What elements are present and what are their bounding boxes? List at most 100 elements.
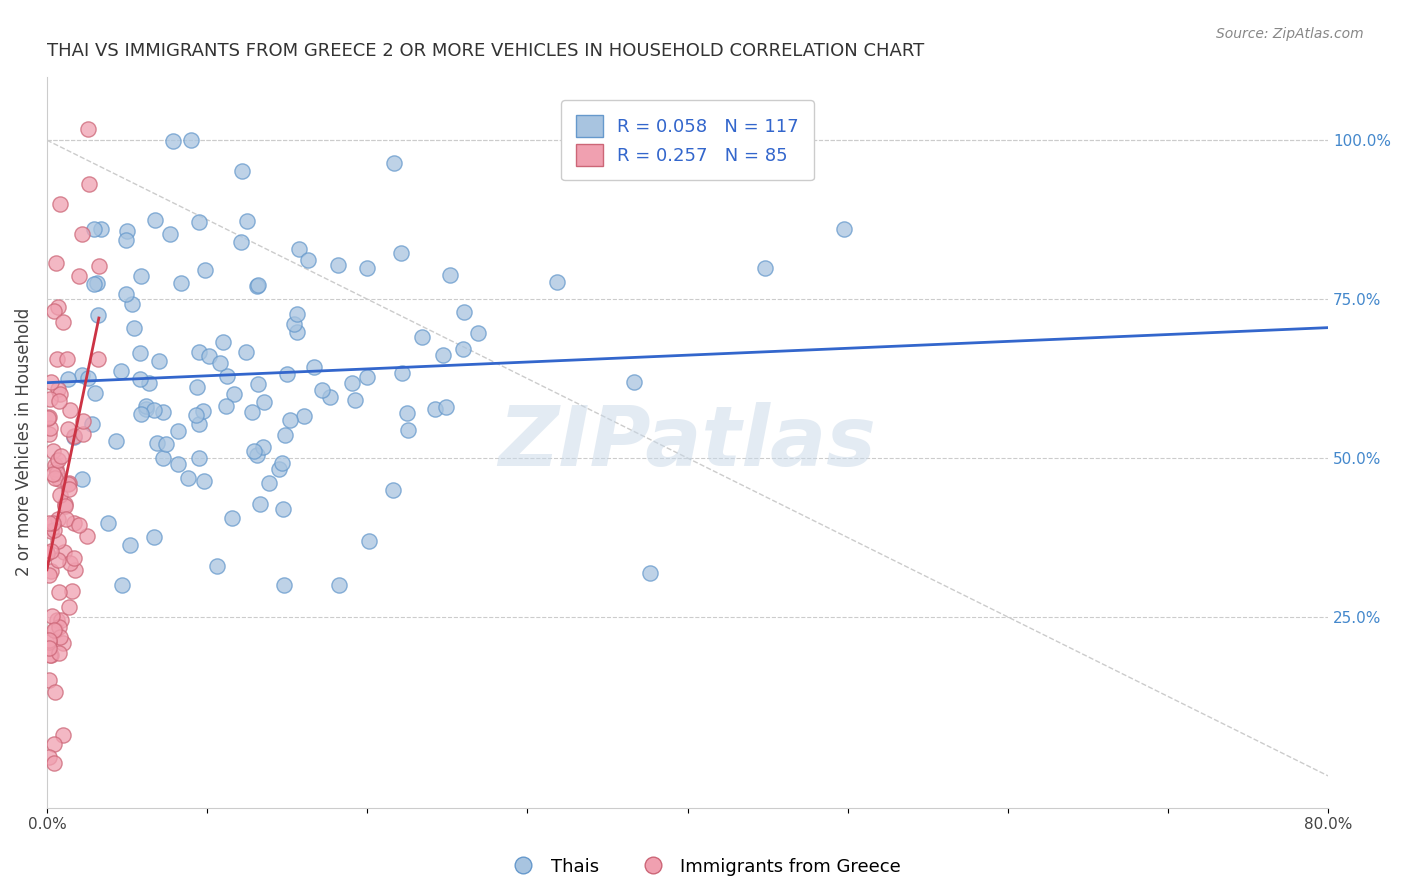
Point bbox=[143, 530, 166, 544]
Point bbox=[72, 427, 94, 442]
Point bbox=[80, 417, 103, 432]
Point bbox=[389, 246, 412, 260]
Point bbox=[167, 457, 190, 471]
Point bbox=[39, 524, 62, 538]
Point bbox=[114, 287, 136, 301]
Point bbox=[318, 391, 340, 405]
Point bbox=[63, 551, 86, 566]
Point bbox=[188, 451, 211, 466]
Point bbox=[84, 385, 107, 400]
Point bbox=[48, 197, 70, 211]
Point bbox=[146, 436, 169, 450]
Point bbox=[49, 488, 72, 502]
Point bbox=[193, 475, 215, 489]
Point bbox=[247, 278, 270, 293]
Point bbox=[38, 427, 60, 442]
Point bbox=[247, 376, 270, 391]
Point bbox=[46, 453, 69, 467]
Point bbox=[41, 375, 63, 389]
Point bbox=[187, 215, 209, 229]
Text: THAI VS IMMIGRANTS FROM GREECE 2 OR MORE VEHICLES IN HOUSEHOLD CORRELATION CHART: THAI VS IMMIGRANTS FROM GREECE 2 OR MORE… bbox=[46, 42, 924, 60]
Point bbox=[162, 134, 184, 148]
Point bbox=[58, 600, 80, 615]
Point bbox=[224, 386, 246, 401]
Point bbox=[246, 448, 269, 462]
Point bbox=[215, 399, 238, 413]
Point bbox=[77, 371, 100, 385]
Point bbox=[39, 392, 62, 406]
Point bbox=[143, 402, 166, 417]
Point bbox=[62, 516, 84, 530]
Point bbox=[48, 387, 70, 401]
Point bbox=[159, 227, 181, 241]
Point bbox=[138, 376, 160, 390]
Point bbox=[56, 371, 79, 385]
Point bbox=[271, 456, 294, 470]
Point bbox=[143, 213, 166, 227]
Point bbox=[287, 307, 309, 321]
Point bbox=[83, 277, 105, 291]
Point bbox=[276, 367, 298, 381]
Point bbox=[45, 256, 67, 270]
Point bbox=[52, 728, 75, 742]
Point bbox=[97, 516, 120, 530]
Point bbox=[188, 417, 211, 432]
Point bbox=[49, 630, 72, 644]
Point bbox=[148, 353, 170, 368]
Point bbox=[253, 395, 276, 409]
Point bbox=[37, 546, 59, 560]
Point bbox=[451, 342, 474, 356]
Point bbox=[45, 462, 67, 476]
Point bbox=[37, 546, 59, 560]
Point bbox=[59, 402, 82, 417]
Point bbox=[546, 275, 568, 289]
Point bbox=[411, 329, 433, 343]
Point bbox=[167, 425, 190, 439]
Point bbox=[44, 685, 66, 699]
Point bbox=[39, 544, 62, 558]
Point bbox=[42, 756, 65, 771]
Point bbox=[55, 511, 77, 525]
Legend: R = 0.058   N = 117, R = 0.257   N = 85: R = 0.058 N = 117, R = 0.257 N = 85 bbox=[561, 100, 814, 180]
Point bbox=[76, 528, 98, 542]
Point bbox=[231, 163, 253, 178]
Point bbox=[271, 501, 294, 516]
Point bbox=[259, 475, 281, 490]
Point bbox=[249, 497, 271, 511]
Point bbox=[328, 578, 350, 592]
Point bbox=[252, 440, 274, 454]
Point bbox=[67, 517, 90, 532]
Point bbox=[124, 320, 146, 334]
Point bbox=[48, 646, 70, 660]
Point bbox=[297, 252, 319, 267]
Point bbox=[38, 641, 60, 656]
Point bbox=[184, 408, 207, 422]
Point bbox=[152, 451, 174, 466]
Point bbox=[152, 404, 174, 418]
Point bbox=[170, 276, 193, 290]
Point bbox=[273, 578, 295, 592]
Point bbox=[72, 472, 94, 486]
Point bbox=[340, 376, 363, 391]
Point bbox=[53, 545, 76, 559]
Point bbox=[42, 738, 65, 752]
Point bbox=[42, 467, 65, 482]
Point bbox=[135, 402, 157, 417]
Point bbox=[46, 512, 69, 526]
Point bbox=[72, 227, 94, 241]
Point bbox=[58, 483, 80, 497]
Point bbox=[832, 222, 855, 236]
Point bbox=[236, 213, 259, 227]
Point bbox=[63, 563, 86, 577]
Point bbox=[114, 233, 136, 247]
Point bbox=[48, 393, 70, 408]
Point bbox=[44, 458, 66, 472]
Point bbox=[63, 429, 86, 443]
Point bbox=[423, 402, 446, 417]
Point bbox=[53, 500, 76, 514]
Point bbox=[46, 553, 69, 567]
Point bbox=[432, 347, 454, 361]
Point bbox=[41, 609, 63, 624]
Point bbox=[453, 305, 475, 319]
Point bbox=[37, 411, 59, 425]
